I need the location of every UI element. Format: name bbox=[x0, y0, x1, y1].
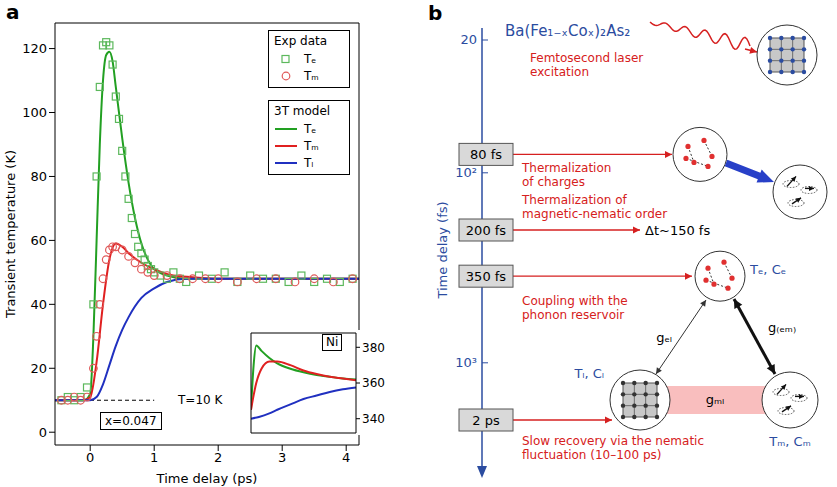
svg-text:gₑₗ: gₑₗ bbox=[656, 330, 672, 345]
svg-text:Tₗ, Cₗ: Tₗ, Cₗ bbox=[573, 366, 604, 381]
html-text:Tₘ: Tₘ bbox=[304, 138, 319, 153]
svg-text:2: 2 bbox=[214, 450, 222, 465]
html-text:Tₑ: Tₑ bbox=[304, 121, 317, 136]
svg-text:Tₑ, Cₑ: Tₑ, Cₑ bbox=[749, 262, 786, 277]
svg-text:120: 120 bbox=[22, 41, 47, 56]
svg-text:0: 0 bbox=[86, 450, 94, 465]
svg-text:excitation: excitation bbox=[530, 65, 589, 79]
svg-text:1: 1 bbox=[150, 450, 158, 465]
html-text:3T model: 3T model bbox=[274, 104, 331, 118]
html-text:x=0.047: x=0.047 bbox=[105, 414, 157, 428]
svg-text:200 fs: 200 fs bbox=[466, 223, 507, 238]
svg-text:magnetic-nematic order: magnetic-nematic order bbox=[522, 207, 667, 221]
html-text:Tₗ: Tₗ bbox=[304, 155, 314, 170]
svg-text:Time delay (fs): Time delay (fs) bbox=[435, 201, 450, 299]
svg-text:Coupling with the: Coupling with the bbox=[522, 294, 628, 308]
svg-text:Tₘ, Cₘ: Tₘ, Cₘ bbox=[768, 434, 810, 449]
svg-text:4: 4 bbox=[342, 450, 350, 465]
svg-text:340: 340 bbox=[362, 412, 385, 426]
svg-text:Thermalization of: Thermalization of bbox=[521, 193, 628, 207]
svg-text:20: 20 bbox=[460, 32, 477, 47]
html-text:Ni: Ni bbox=[326, 335, 339, 349]
svg-text:gₘₗ: gₘₗ bbox=[706, 392, 725, 407]
svg-text:350 fs: 350 fs bbox=[466, 269, 507, 284]
html-text:T=10 K: T=10 K bbox=[178, 393, 223, 407]
svg-text:80: 80 bbox=[30, 169, 47, 184]
svg-text:phonon reservoir: phonon reservoir bbox=[522, 308, 624, 322]
html-text:Exp data: Exp data bbox=[274, 34, 328, 48]
svg-text:Thermalization: Thermalization bbox=[521, 161, 611, 175]
svg-text:Transient temperature (K): Transient temperature (K) bbox=[3, 150, 18, 319]
svg-text:10²: 10² bbox=[455, 165, 477, 180]
svg-text:60: 60 bbox=[30, 233, 47, 248]
svg-text:Time delay (ps): Time delay (ps) bbox=[156, 471, 258, 486]
svg-text:g₍ₑₘ₎: g₍ₑₘ₎ bbox=[768, 320, 796, 335]
svg-text:360: 360 bbox=[362, 376, 385, 390]
svg-text:380: 380 bbox=[362, 341, 385, 355]
svg-text:0: 0 bbox=[39, 425, 47, 440]
svg-text:of charges: of charges bbox=[522, 175, 585, 189]
html-text:Tₘ: Tₘ bbox=[304, 68, 319, 83]
svg-text:20: 20 bbox=[30, 361, 47, 376]
svg-text:100: 100 bbox=[22, 105, 47, 120]
svg-text:Slow recovery via the nematic: Slow recovery via the nematic bbox=[522, 434, 704, 448]
svg-text:3: 3 bbox=[278, 450, 286, 465]
svg-text:b: b bbox=[428, 1, 442, 25]
svg-text:80 fs: 80 fs bbox=[470, 147, 502, 162]
svg-text:Δt~150 fs: Δt~150 fs bbox=[645, 223, 710, 238]
svg-text:40: 40 bbox=[30, 297, 47, 312]
svg-text:fluctuation (10–100 ps): fluctuation (10–100 ps) bbox=[522, 448, 661, 462]
svg-text:Femtosecond laser: Femtosecond laser bbox=[530, 51, 643, 65]
svg-text:10³: 10³ bbox=[455, 355, 477, 370]
html-text:Tₑ: Tₑ bbox=[304, 51, 317, 66]
svg-text:Ba(Fe₁₋ₓCoₓ)₂As₂: Ba(Fe₁₋ₓCoₓ)₂As₂ bbox=[505, 22, 630, 40]
html-text:a: a bbox=[6, 0, 20, 24]
svg-text:2 ps: 2 ps bbox=[472, 413, 500, 428]
